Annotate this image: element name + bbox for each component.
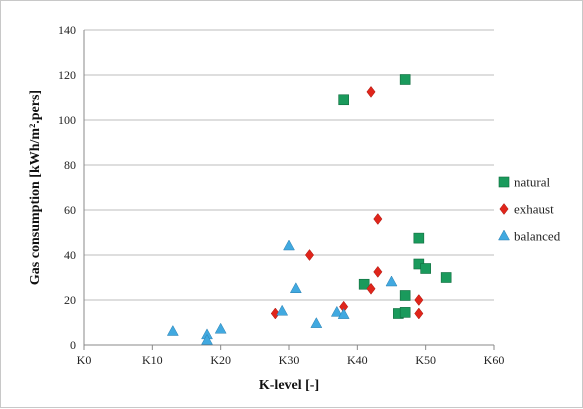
data-points <box>166 74 452 345</box>
x-tick-label: K0 <box>77 353 92 367</box>
y-tick-label: 0 <box>70 338 76 352</box>
exhaust-point <box>414 307 424 320</box>
axes <box>83 30 495 350</box>
natural-point <box>440 272 452 283</box>
y-tick-label: 140 <box>58 23 76 37</box>
gridlines <box>84 29 494 301</box>
legend-marker-exhaust <box>499 203 509 215</box>
legend-marker-natural <box>498 176 510 188</box>
legend-label-natural: natural <box>514 175 550 190</box>
legend: natural exhaust balanced <box>498 175 561 244</box>
exhaust-point <box>366 282 376 295</box>
natural-point <box>358 278 370 290</box>
balanced-point <box>289 282 302 293</box>
x-tick-label: K20 <box>210 353 231 367</box>
y-tick-label: 120 <box>58 68 76 82</box>
x-tick-label: K50 <box>415 353 436 367</box>
y-tick-label: 60 <box>64 203 76 217</box>
tick-labels: 0 20 40 60 80 100 120 140 K0 K10 K20 K30 K40 K50 K60 <box>58 23 504 367</box>
balanced-point <box>214 322 227 334</box>
balanced-point <box>337 308 350 319</box>
exhaust-point <box>373 265 383 278</box>
y-tick-label: 20 <box>64 293 76 307</box>
x-tick-label: K10 <box>142 353 163 367</box>
y-tick-label: 40 <box>64 248 76 262</box>
balanced-point <box>283 239 295 251</box>
x-tick-label: K30 <box>279 353 300 367</box>
y-axis-title: Gas consumption [kWh/m².pers] <box>28 90 43 285</box>
x-tick-label: K40 <box>347 353 368 367</box>
balanced-point <box>166 324 179 336</box>
natural-point <box>399 307 411 318</box>
natural-point <box>399 290 411 301</box>
y-tick-label: 100 <box>58 113 76 127</box>
balanced-point <box>201 333 213 345</box>
legend-marker-balanced <box>498 229 510 241</box>
balanced-point <box>330 305 343 317</box>
legend-label-balanced: balanced <box>514 229 561 244</box>
legend-label-exhaust: exhaust <box>514 202 554 217</box>
natural-point <box>413 232 425 244</box>
exhaust-point <box>270 307 280 320</box>
exhaust-point <box>414 294 424 306</box>
x-axis-title: K-level [-] <box>259 378 319 393</box>
natural-point <box>420 263 431 274</box>
natural-point <box>338 94 349 106</box>
exhaust-point <box>373 213 383 225</box>
balanced-point <box>276 304 289 316</box>
x-tick-label: K60 <box>484 353 505 367</box>
balanced-point <box>385 275 398 287</box>
y-tick-label: 80 <box>64 158 76 172</box>
exhaust-point <box>304 249 315 261</box>
exhaust-point <box>366 85 376 98</box>
balanced-point <box>310 317 323 328</box>
natural-point <box>399 74 411 85</box>
